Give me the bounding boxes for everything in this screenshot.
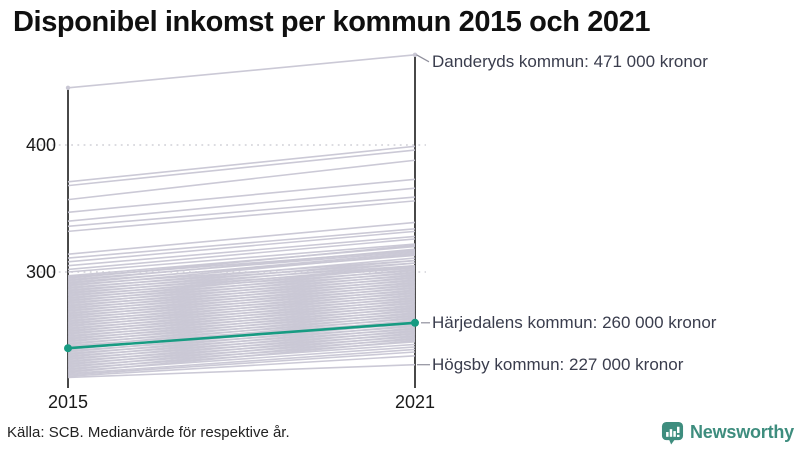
municipality-line [67, 230, 416, 263]
annotation-label: Högsby kommun: 227 000 kronor [432, 354, 684, 374]
municipality-line [67, 221, 416, 256]
x-tick-label-2021: 2021 [394, 392, 436, 412]
municipality-line [67, 149, 416, 187]
municipality-line [67, 178, 416, 214]
municipality-line [67, 264, 416, 297]
municipality-line [67, 339, 416, 374]
municipality-line [67, 268, 416, 303]
municipality-line [67, 262, 416, 295]
municipality-line [67, 286, 416, 320]
municipality-line [67, 301, 416, 336]
municipality-line [67, 259, 416, 292]
y-tick-label: 400 [25, 135, 56, 155]
bar-chart-speech-bubble-icon [661, 421, 684, 444]
municipality-line [67, 266, 416, 300]
municipality-line [67, 196, 416, 228]
municipality-line [67, 363, 416, 379]
y-tick-label: 300 [25, 262, 56, 282]
source-note: Källa: SCB. Medianvärde för respektive å… [7, 424, 290, 441]
municipality-line [67, 145, 416, 183]
municipality-line [67, 283, 416, 318]
municipality-line [67, 244, 416, 280]
municipality-line [67, 332, 416, 366]
municipality-line [67, 294, 416, 328]
municipality-line [67, 273, 416, 308]
municipality-line [67, 306, 416, 341]
municipality-line [67, 281, 416, 315]
municipality-line [67, 314, 416, 348]
highlight-line [67, 321, 416, 350]
municipality-line [67, 299, 416, 333]
municipality-line [67, 187, 416, 222]
municipality-line [67, 276, 416, 310]
highlight-dot-2015 [64, 344, 72, 353]
municipality-line [67, 324, 416, 358]
municipality-line [67, 271, 416, 305]
annotation-connector [416, 54, 430, 63]
municipality-line [67, 159, 416, 201]
municipality-line [67, 228, 416, 259]
municipality-line [67, 243, 416, 273]
page-title: Disponibel inkomst per kommun 2015 och 2… [13, 6, 651, 38]
municipality-line [67, 334, 416, 369]
municipality-line [67, 288, 416, 323]
municipality-line [67, 337, 416, 371]
line-endpoint-dot [65, 85, 71, 91]
municipality-line [67, 355, 416, 377]
municipality-line [67, 327, 416, 361]
municipality-line [67, 248, 416, 282]
x-tick-label-2015: 2015 [47, 392, 89, 412]
municipality-line [67, 200, 416, 233]
municipality-line [67, 351, 416, 376]
brand-logo: Newsworthy [661, 419, 794, 445]
municipality-line [67, 278, 416, 313]
municipality-line [67, 309, 416, 343]
municipality-line [67, 311, 416, 346]
line-endpoint-dot [412, 52, 418, 58]
municipality-line [67, 235, 416, 267]
municipality-line [67, 304, 416, 338]
annotation-label: Härjedalens kommun: 260 000 kronor [432, 312, 717, 332]
municipality-line [67, 238, 416, 271]
annotation-label: Danderyds kommun: 471 000 kronor [432, 51, 708, 71]
municipality-line [67, 54, 416, 89]
municipality-line [67, 329, 416, 363]
highlight-dot-2021 [411, 318, 419, 327]
municipality-line [67, 291, 416, 325]
municipality-line [67, 252, 416, 285]
municipality-line [67, 296, 416, 330]
brand-name: Newsworthy [689, 421, 794, 442]
municipality-line [67, 348, 416, 375]
municipality-line [67, 257, 416, 290]
municipality-line [67, 253, 416, 287]
